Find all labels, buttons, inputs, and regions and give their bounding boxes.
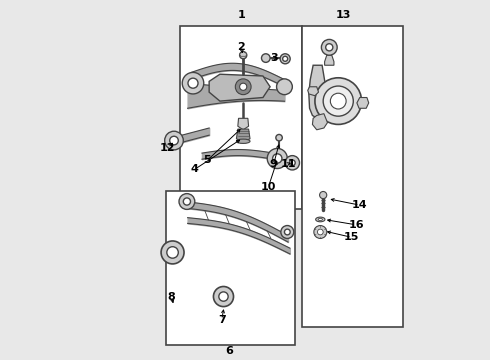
Circle shape xyxy=(319,192,327,199)
Circle shape xyxy=(290,160,295,166)
Text: 13: 13 xyxy=(336,10,351,20)
Polygon shape xyxy=(240,51,247,56)
Circle shape xyxy=(161,241,184,264)
Circle shape xyxy=(330,93,346,109)
Circle shape xyxy=(272,154,282,163)
Text: 8: 8 xyxy=(168,292,175,302)
Circle shape xyxy=(318,229,323,235)
Polygon shape xyxy=(236,129,250,142)
Circle shape xyxy=(188,78,198,88)
Bar xyxy=(166,191,295,345)
Text: 10: 10 xyxy=(261,182,276,192)
Circle shape xyxy=(267,148,287,168)
Circle shape xyxy=(276,79,293,95)
Circle shape xyxy=(262,54,270,62)
Polygon shape xyxy=(324,55,334,65)
Circle shape xyxy=(219,292,228,301)
Text: 6: 6 xyxy=(225,346,233,356)
Circle shape xyxy=(167,247,178,258)
Circle shape xyxy=(280,54,290,64)
Circle shape xyxy=(281,226,294,238)
Circle shape xyxy=(321,40,337,55)
Text: 5: 5 xyxy=(203,155,211,165)
Circle shape xyxy=(240,83,247,90)
Ellipse shape xyxy=(316,217,325,222)
Text: 15: 15 xyxy=(344,232,360,242)
Circle shape xyxy=(326,44,333,51)
Circle shape xyxy=(285,156,299,170)
Circle shape xyxy=(179,194,195,210)
Text: 12: 12 xyxy=(160,143,175,153)
Text: 4: 4 xyxy=(191,164,199,174)
Circle shape xyxy=(283,56,288,61)
Circle shape xyxy=(314,226,327,238)
Polygon shape xyxy=(313,114,327,130)
Circle shape xyxy=(182,72,204,94)
Text: 7: 7 xyxy=(218,315,225,325)
Text: 3: 3 xyxy=(270,53,277,63)
Circle shape xyxy=(165,131,183,150)
Polygon shape xyxy=(308,87,319,96)
Circle shape xyxy=(323,86,353,116)
Circle shape xyxy=(285,229,290,235)
Polygon shape xyxy=(209,74,270,101)
Text: 16: 16 xyxy=(348,220,364,230)
Bar xyxy=(302,26,403,327)
Polygon shape xyxy=(238,118,248,130)
Circle shape xyxy=(183,198,191,205)
Circle shape xyxy=(235,79,251,95)
Polygon shape xyxy=(357,98,368,108)
Circle shape xyxy=(170,136,178,145)
Circle shape xyxy=(240,51,247,59)
Text: 9: 9 xyxy=(270,159,278,169)
Text: 14: 14 xyxy=(352,200,368,210)
Circle shape xyxy=(276,134,282,141)
Text: 11: 11 xyxy=(280,159,296,169)
Ellipse shape xyxy=(236,139,250,143)
Circle shape xyxy=(214,287,234,307)
Ellipse shape xyxy=(318,219,322,221)
Polygon shape xyxy=(309,65,327,119)
Circle shape xyxy=(315,78,362,125)
Text: 2: 2 xyxy=(238,42,245,52)
Bar xyxy=(180,26,302,209)
Text: 1: 1 xyxy=(238,10,245,20)
